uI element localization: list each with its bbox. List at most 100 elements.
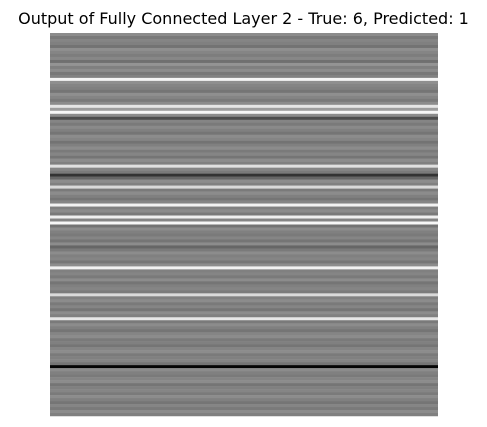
heatmap-row-6	[50, 50, 438, 55]
heatmap-row-75	[50, 257, 438, 261]
heatmap-row-79	[50, 269, 438, 273]
heatmap-row-19	[50, 89, 438, 94]
heatmap-row-70	[50, 242, 438, 246]
heatmap-row-65	[50, 227, 438, 231]
heatmap-row-94	[50, 314, 438, 318]
heatmap-row-127	[50, 413, 438, 417]
heatmap-row-85	[50, 287, 438, 291]
heatmap-row-7	[50, 53, 438, 58]
heatmap-row-32	[50, 128, 438, 132]
heatmap-row-67	[50, 233, 438, 237]
heatmap-row-25	[50, 107, 438, 112]
heatmap-row-64	[50, 224, 438, 228]
heatmap-row-102	[50, 338, 438, 342]
heatmap-row-77	[50, 263, 438, 267]
heatmap-row-29	[50, 119, 438, 124]
heatmap-row-35	[50, 137, 438, 141]
heatmap-row-59	[50, 209, 438, 213]
heatmap-row-106	[50, 350, 438, 354]
heatmap-row-46	[50, 170, 438, 174]
heatmap-row-3	[50, 41, 438, 46]
heatmap-row-2	[50, 38, 438, 43]
heatmap-row-109	[50, 359, 438, 363]
heatmap-row-111	[50, 365, 438, 369]
heatmap-row-4	[50, 44, 438, 49]
heatmap-row-39	[50, 149, 438, 153]
heatmap-row-10	[50, 62, 438, 67]
heatmap-row-0	[50, 33, 438, 37]
chart-title: Output of Fully Connected Layer 2 - True…	[18, 9, 469, 28]
heatmap-row-26	[50, 110, 438, 115]
heatmap-row-99	[50, 329, 438, 333]
heatmap-row-8	[50, 56, 438, 61]
heatmap-row-125	[50, 407, 438, 411]
heatmap-row-62	[50, 218, 438, 222]
heatmap-row-55	[50, 197, 438, 201]
heatmap-row-11	[50, 65, 438, 70]
heatmap-row-44	[50, 164, 438, 168]
heatmap-row-90	[50, 302, 438, 306]
heatmap-row-100	[50, 332, 438, 336]
heatmap-row-14	[50, 74, 438, 79]
heatmap-row-118	[50, 386, 438, 390]
heatmap-row-97	[50, 323, 438, 327]
heatmap-row-98	[50, 326, 438, 330]
heatmap-row-5	[50, 47, 438, 52]
heatmap-row-88	[50, 296, 438, 300]
heatmap-row-51	[50, 185, 438, 189]
heatmap-row-115	[50, 377, 438, 381]
heatmap-row-13	[50, 71, 438, 76]
heatmap-row-96	[50, 320, 438, 324]
heatmap-row-48	[50, 176, 438, 180]
heatmap-row-30	[50, 122, 438, 127]
heatmap-row-61	[50, 215, 438, 219]
heatmap-row-103	[50, 341, 438, 345]
heatmap-row-1	[50, 35, 438, 40]
heatmap-row-68	[50, 236, 438, 240]
heatmap-row-83	[50, 281, 438, 285]
heatmap-row-121	[50, 395, 438, 399]
heatmap-row-15	[50, 77, 438, 82]
heatmap-rows	[50, 33, 438, 417]
heatmap-row-45	[50, 167, 438, 171]
heatmap-row-76	[50, 260, 438, 264]
heatmap-row-74	[50, 254, 438, 258]
heatmap-row-27	[50, 113, 438, 118]
heatmap-row-60	[50, 212, 438, 216]
heatmap-row-119	[50, 389, 438, 393]
heatmap-row-28	[50, 116, 438, 121]
heatmap-row-117	[50, 383, 438, 387]
heatmap-row-113	[50, 371, 438, 375]
heatmap-row-93	[50, 311, 438, 315]
heatmap-row-72	[50, 248, 438, 252]
heatmap-row-54	[50, 194, 438, 198]
heatmap-row-41	[50, 155, 438, 159]
heatmap-row-12	[50, 68, 438, 73]
heatmap-row-123	[50, 401, 438, 405]
heatmap-row-16	[50, 80, 438, 85]
heatmap-row-78	[50, 266, 438, 270]
heatmap-row-63	[50, 221, 438, 225]
heatmap-row-57	[50, 203, 438, 207]
heatmap-row-24	[50, 104, 438, 109]
heatmap-row-105	[50, 347, 438, 351]
heatmap-row-92	[50, 308, 438, 312]
heatmap-row-82	[50, 278, 438, 282]
heatmap-row-87	[50, 293, 438, 297]
heatmap-row-18	[50, 86, 438, 91]
heatmap-row-40	[50, 152, 438, 156]
heatmap-row-108	[50, 356, 438, 360]
heatmap-row-47	[50, 173, 438, 177]
heatmap-row-80	[50, 272, 438, 276]
heatmap-row-49	[50, 179, 438, 183]
heatmap-row-89	[50, 299, 438, 303]
heatmap-row-56	[50, 200, 438, 204]
heatmap-row-73	[50, 251, 438, 255]
heatmap-row-23	[50, 101, 438, 106]
heatmap-row-112	[50, 368, 438, 372]
heatmap-row-34	[50, 134, 438, 138]
heatmap-row-126	[50, 410, 438, 414]
heatmap-row-120	[50, 392, 438, 396]
heatmap-row-81	[50, 275, 438, 279]
